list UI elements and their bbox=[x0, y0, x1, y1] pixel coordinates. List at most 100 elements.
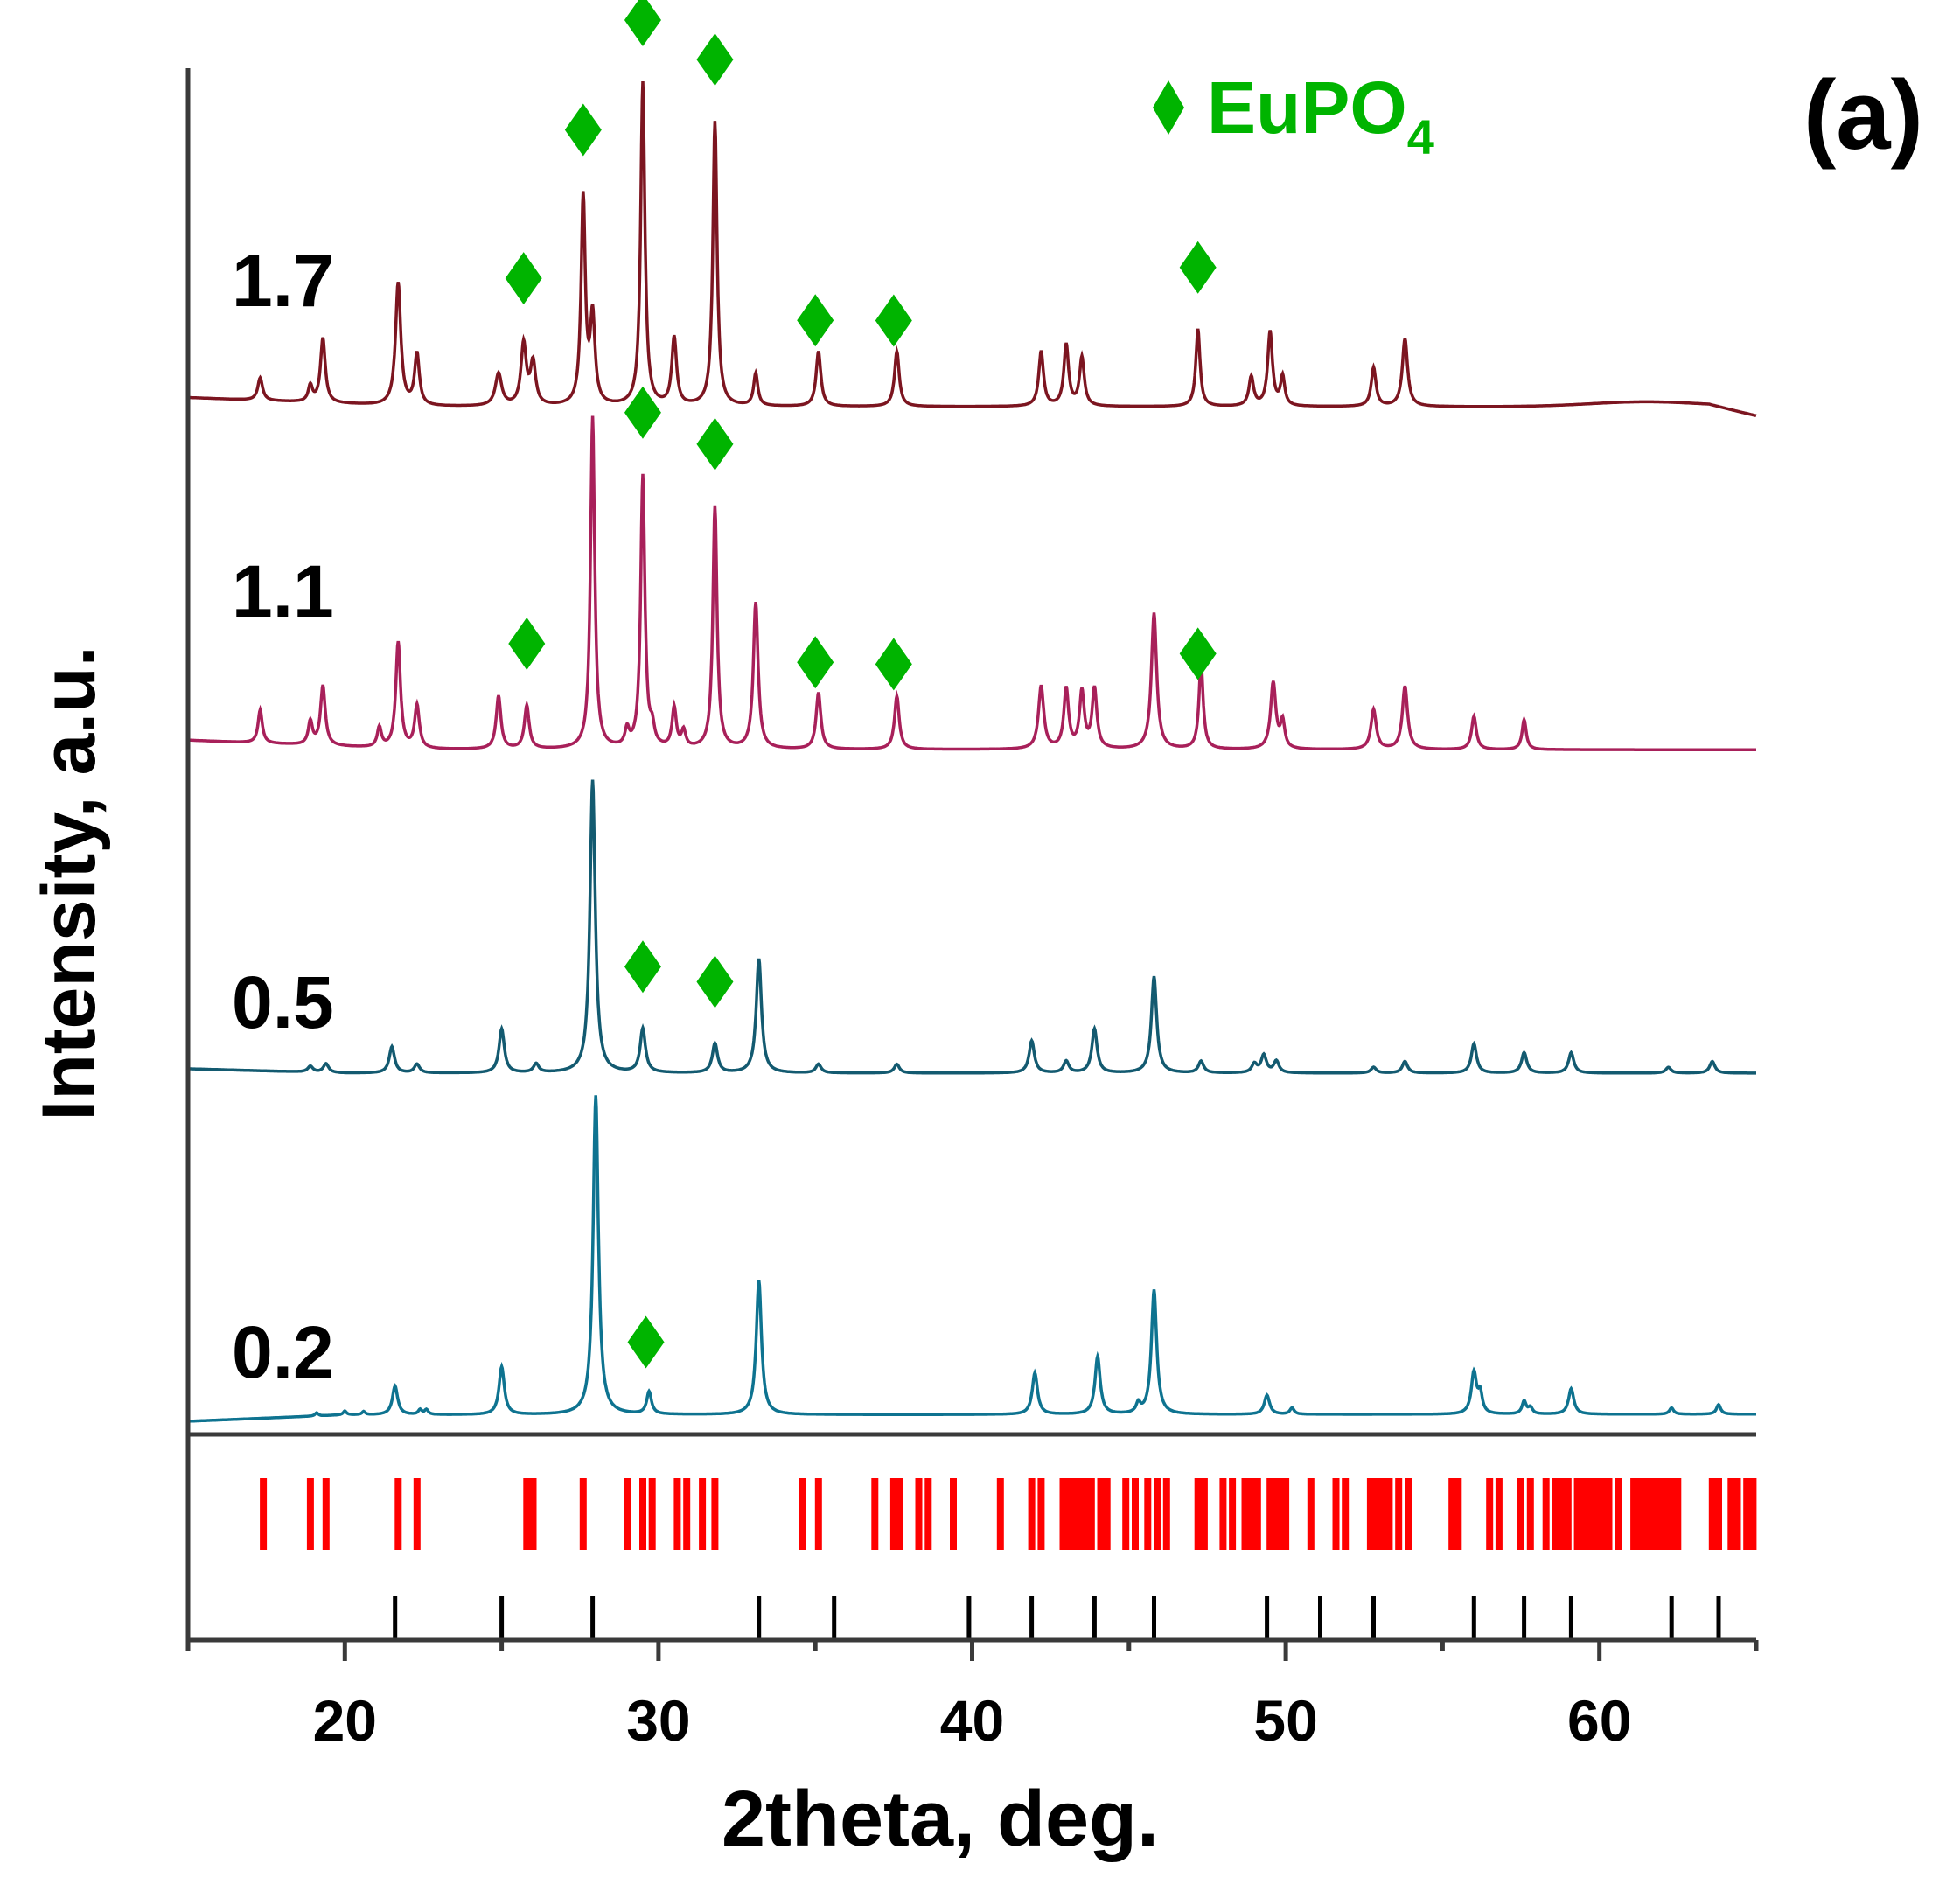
eupo4-diamond-icon bbox=[1179, 627, 1217, 680]
reference-red-bar bbox=[1154, 1478, 1161, 1550]
reference-black-bar bbox=[1092, 1596, 1097, 1640]
eupo4-diamond-icon bbox=[875, 294, 912, 347]
reference-red-bar bbox=[1087, 1478, 1095, 1550]
series-line-0.2 bbox=[187, 1095, 1756, 1423]
reference-red-bar bbox=[871, 1478, 879, 1550]
eupo4-diamond-icon bbox=[624, 940, 661, 994]
eupo4-diamond-icon bbox=[624, 386, 661, 439]
x-axis-title: 2theta, deg. bbox=[722, 1776, 1159, 1863]
eupo4-peak-markers bbox=[505, 0, 1217, 1369]
reference-red-bar bbox=[1448, 1478, 1456, 1550]
reference-red-bar bbox=[1715, 1478, 1722, 1550]
eupo4-diamond-icon bbox=[797, 636, 834, 689]
reference-red-bar bbox=[1379, 1478, 1387, 1550]
reference-red-bar bbox=[915, 1478, 923, 1550]
reference-red-bar bbox=[1552, 1478, 1559, 1550]
eupo4-diamond-icon bbox=[875, 638, 912, 691]
x-tick-label: 30 bbox=[626, 1688, 690, 1753]
reference-red-bar bbox=[1282, 1478, 1290, 1550]
reference-red-bar bbox=[1599, 1478, 1607, 1550]
reference-red-bar bbox=[1649, 1478, 1657, 1550]
reference-red-bar bbox=[1219, 1478, 1227, 1550]
reference-red-bar bbox=[683, 1478, 691, 1550]
reference-red-bar bbox=[1643, 1478, 1650, 1550]
reference-red-bar bbox=[996, 1478, 1004, 1550]
reference-red-bar bbox=[1063, 1478, 1071, 1550]
reference-red-bar bbox=[1247, 1478, 1255, 1550]
eupo4-diamond-icon bbox=[1179, 241, 1217, 294]
reference-black-bar bbox=[966, 1596, 972, 1640]
reference-red-bar bbox=[1630, 1478, 1638, 1550]
reference-red-bar bbox=[1342, 1478, 1350, 1550]
reference-red-bar bbox=[648, 1478, 656, 1550]
reference-red-bar bbox=[1495, 1478, 1503, 1550]
reference-red-bar bbox=[699, 1478, 707, 1550]
reference-black-bar bbox=[1716, 1596, 1721, 1640]
series-label-0.2: 0.2 bbox=[232, 1311, 334, 1393]
x-ticks: 20 30 40 50 60 bbox=[185, 1640, 1759, 1753]
reference-red-bar bbox=[1454, 1478, 1462, 1550]
reference-black-bar bbox=[1152, 1596, 1156, 1640]
reference-red-bar bbox=[1103, 1478, 1111, 1550]
reference-red-bar bbox=[1162, 1478, 1170, 1550]
reference-red-bar bbox=[1229, 1478, 1237, 1550]
y-axis-title: Intensity, a.u. bbox=[27, 645, 111, 1120]
reference-red-bar bbox=[1674, 1478, 1682, 1550]
reference-red-bar bbox=[1733, 1478, 1741, 1550]
eupo4-diamond-icon bbox=[797, 294, 834, 347]
reference-red-bar bbox=[1743, 1478, 1751, 1550]
reference-black-bar bbox=[832, 1596, 837, 1640]
reference-red-bar bbox=[1526, 1478, 1534, 1550]
reference-red-bar bbox=[1097, 1478, 1105, 1550]
reference-red-bar bbox=[1486, 1478, 1494, 1550]
reference-red-bar bbox=[639, 1478, 646, 1550]
reference-red-bar bbox=[1605, 1478, 1613, 1550]
series-line-1.7 bbox=[188, 80, 1757, 417]
reference-black-bar bbox=[1318, 1596, 1322, 1640]
reference-red-bar bbox=[1081, 1478, 1089, 1550]
eupo4-diamond-icon bbox=[505, 252, 542, 305]
reference-red-bar bbox=[1662, 1478, 1669, 1550]
reference-red-bar bbox=[1132, 1478, 1139, 1550]
reference-red-bar bbox=[1542, 1478, 1550, 1550]
reference-red-bar bbox=[1373, 1478, 1381, 1550]
reference-red-bar bbox=[1727, 1478, 1735, 1550]
reference-red-bar bbox=[1615, 1478, 1622, 1550]
reference-red-bar bbox=[1200, 1478, 1208, 1550]
reference-red-bar bbox=[1028, 1478, 1036, 1550]
reference-red-bar bbox=[1668, 1478, 1676, 1550]
reference-red-bar bbox=[1573, 1478, 1581, 1550]
reference-black-bar bbox=[1029, 1596, 1035, 1640]
reference-red-bar bbox=[711, 1478, 719, 1550]
reference-red-bar bbox=[950, 1478, 957, 1550]
reference-red-bar bbox=[1194, 1478, 1202, 1550]
reference-red-bar bbox=[1307, 1478, 1315, 1550]
reference-red-bar bbox=[1558, 1478, 1566, 1550]
reference-red-bar bbox=[1395, 1478, 1403, 1550]
reference-red-bar bbox=[260, 1478, 268, 1550]
reference-red-bar bbox=[1253, 1478, 1261, 1550]
reference-red-bar bbox=[924, 1478, 932, 1550]
reference-red-bar bbox=[523, 1478, 531, 1550]
reference-red-bar bbox=[1385, 1478, 1393, 1550]
reference-red-bar bbox=[624, 1478, 631, 1550]
reference-red-bar bbox=[1144, 1478, 1152, 1550]
reference-red-bar bbox=[896, 1478, 903, 1550]
reference-black-bar bbox=[1371, 1596, 1376, 1640]
legend: EuPO4 bbox=[1153, 66, 1434, 164]
reference-red-bar bbox=[1122, 1478, 1130, 1550]
reference-red-bar bbox=[814, 1478, 822, 1550]
reference-patterns bbox=[260, 1478, 1757, 1640]
reference-red-bar bbox=[673, 1478, 681, 1550]
reference-red-bar bbox=[394, 1478, 402, 1550]
reference-red-bar bbox=[1749, 1478, 1757, 1550]
reference-red-bar bbox=[1586, 1478, 1594, 1550]
reference-red-bar bbox=[799, 1478, 806, 1550]
reference-red-bar bbox=[1564, 1478, 1572, 1550]
reference-red-bar bbox=[1366, 1478, 1374, 1550]
reference-red-bar bbox=[1266, 1478, 1274, 1550]
x-tick-label: 20 bbox=[313, 1688, 377, 1753]
eupo4-diamond-icon bbox=[696, 417, 734, 471]
reference-red-bar bbox=[306, 1478, 314, 1550]
series-line-1.1 bbox=[188, 415, 1756, 751]
